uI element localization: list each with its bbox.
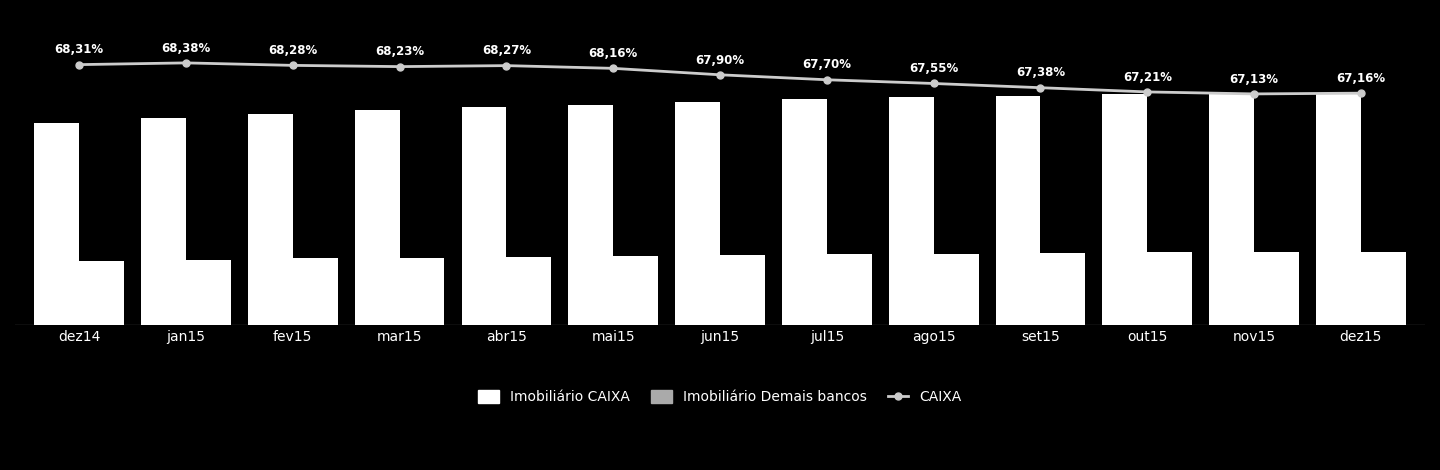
Text: 67,55%: 67,55%	[909, 62, 958, 75]
Text: 67,70%: 67,70%	[802, 58, 851, 71]
Bar	[1316, 94, 1361, 325]
Text: 67,90%: 67,90%	[696, 54, 744, 67]
Bar	[569, 105, 613, 325]
Text: 68,16%: 68,16%	[589, 47, 638, 60]
Bar	[1103, 94, 1148, 325]
Text: 68,31%: 68,31%	[55, 43, 104, 56]
Bar	[186, 259, 230, 325]
Text: 67,16%: 67,16%	[1336, 72, 1385, 85]
Text: 68,38%: 68,38%	[161, 42, 210, 55]
Bar	[248, 114, 292, 325]
Bar	[292, 258, 337, 325]
Bar	[141, 118, 186, 325]
Bar	[507, 257, 552, 325]
Bar	[613, 256, 658, 325]
Bar	[1361, 251, 1405, 325]
Text: 67,13%: 67,13%	[1230, 73, 1279, 86]
Bar	[79, 261, 124, 325]
Bar	[888, 97, 933, 325]
Bar	[1041, 253, 1086, 325]
Text: 68,28%: 68,28%	[268, 44, 317, 57]
Text: 67,38%: 67,38%	[1015, 66, 1066, 79]
Bar	[827, 254, 871, 325]
Text: 67,21%: 67,21%	[1123, 70, 1172, 84]
Bar	[1210, 94, 1254, 325]
Text: 68,23%: 68,23%	[374, 45, 425, 58]
Bar	[354, 110, 399, 325]
Bar	[720, 255, 765, 325]
Bar	[1148, 252, 1192, 325]
Bar	[1254, 252, 1299, 325]
Legend: Imobiliário CAIXA, Imobiliário Demais bancos, CAIXA: Imobiliário CAIXA, Imobiliário Demais ba…	[471, 384, 969, 411]
Bar	[995, 96, 1041, 325]
Bar	[461, 107, 507, 325]
Bar	[933, 254, 979, 325]
Bar	[399, 258, 445, 325]
Bar	[35, 124, 79, 325]
Bar	[782, 99, 827, 325]
Text: 68,27%: 68,27%	[482, 44, 531, 57]
Bar	[675, 102, 720, 325]
